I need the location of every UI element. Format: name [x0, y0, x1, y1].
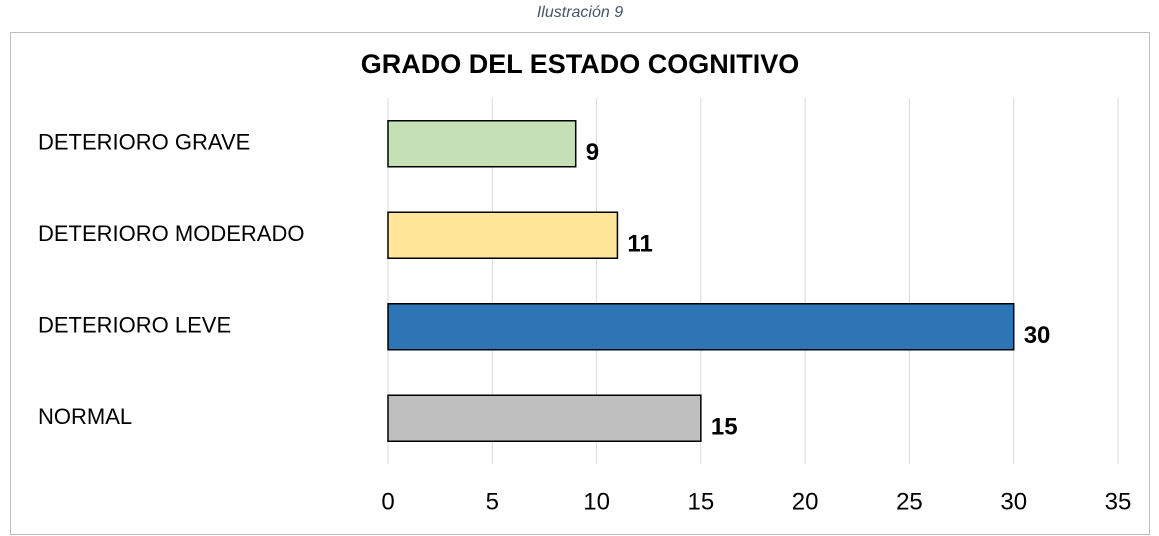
bar — [387, 394, 702, 442]
bar — [387, 303, 1015, 351]
y-tick-label: NORMAL — [38, 404, 132, 429]
bar — [387, 211, 619, 259]
caption: Ilustración 9 — [537, 4, 623, 21]
y-tick-label: DETERIORO LEVE — [38, 313, 231, 338]
data-label: 30 — [1024, 322, 1051, 349]
chart-title: GRADO DEL ESTADO COGNITIVO — [361, 49, 800, 79]
chart-border — [10, 32, 1150, 535]
data-label: 9 — [586, 139, 599, 166]
x-tick-label: 25 — [896, 488, 923, 515]
x-tick-label: 15 — [688, 488, 715, 515]
x-tick-label: 20 — [792, 488, 819, 515]
x-tick-label: 5 — [486, 488, 499, 515]
x-tick-label: 10 — [583, 488, 610, 515]
x-tick-label: 0 — [381, 488, 394, 515]
bar — [387, 120, 577, 168]
data-label: 15 — [711, 414, 738, 441]
y-tick-label: DETERIORO GRAVE — [38, 130, 250, 155]
data-label: 11 — [627, 231, 652, 258]
y-tick-label: DETERIORO MODERADO — [38, 221, 304, 246]
x-tick-label: 30 — [1000, 488, 1027, 515]
x-tick-label: 35 — [1105, 488, 1132, 515]
